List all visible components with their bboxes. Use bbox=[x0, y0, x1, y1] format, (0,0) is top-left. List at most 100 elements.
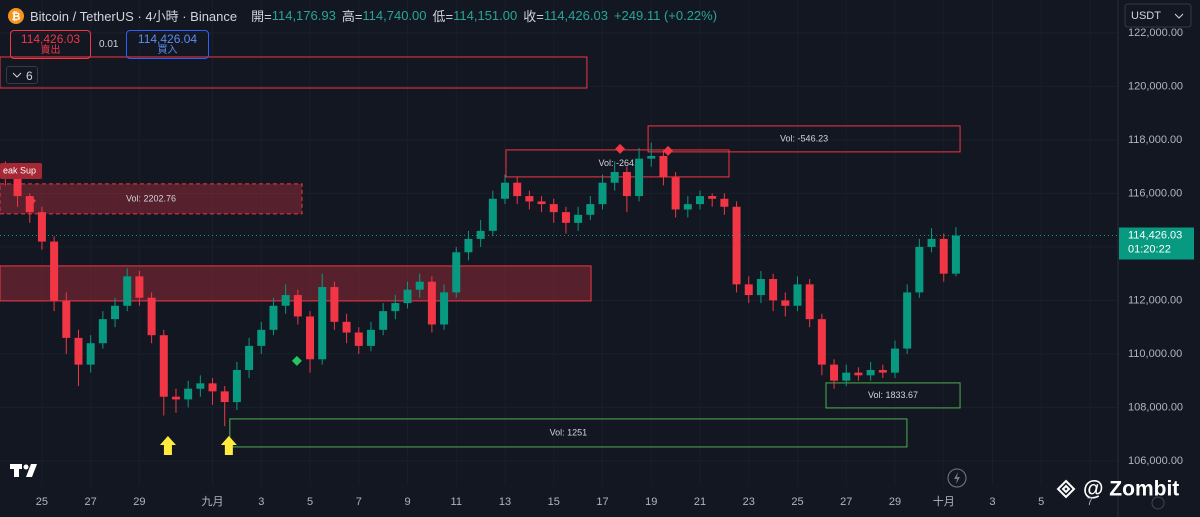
x-tick-label: 27 bbox=[85, 496, 97, 508]
indicators-count: 6 bbox=[26, 69, 33, 83]
candle-body bbox=[488, 198, 497, 231]
signal-diamond bbox=[615, 143, 626, 154]
candle-body bbox=[415, 281, 424, 290]
quantity[interactable]: 0.01 bbox=[99, 39, 119, 50]
candle-body bbox=[574, 214, 583, 223]
sell-price: 114,426.03 bbox=[20, 32, 81, 46]
candle-body bbox=[281, 295, 290, 306]
candle-body bbox=[695, 196, 704, 205]
candle-body bbox=[854, 372, 863, 376]
candle-body bbox=[830, 364, 839, 381]
settings-icon[interactable] bbox=[1151, 496, 1165, 510]
candle-body bbox=[269, 305, 278, 330]
signal-diamond bbox=[291, 355, 302, 366]
watermark-icon bbox=[1056, 479, 1076, 499]
candle-body bbox=[951, 235, 960, 274]
candle-body bbox=[123, 276, 132, 306]
change: +249.11 (+0.22%) bbox=[613, 8, 718, 23]
x-tick-label: 3 bbox=[989, 496, 995, 508]
candle-body bbox=[476, 230, 485, 239]
candle-body bbox=[74, 337, 83, 365]
symbol: Bitcoin / TetherUS · 4小時 · Binance bbox=[30, 9, 238, 24]
candle-body bbox=[744, 284, 753, 296]
x-tick-label: 11 bbox=[451, 496, 462, 508]
candle-body bbox=[781, 300, 790, 306]
x-tick-label: 13 bbox=[499, 496, 511, 508]
candle-body bbox=[464, 238, 473, 253]
ohlc-value: 114,176.93 bbox=[271, 8, 336, 23]
x-tick-label: 29 bbox=[889, 496, 901, 508]
candle-body bbox=[671, 177, 680, 210]
candle-body bbox=[769, 279, 778, 301]
x-tick-label: 25 bbox=[36, 496, 48, 508]
candle-body bbox=[220, 391, 229, 403]
lightning bbox=[954, 472, 960, 484]
zones: Vol: 2202.76 Vol: -264. Vol: -546.23 Vol: 1… bbox=[0, 56, 961, 448]
candle-body bbox=[866, 369, 875, 376]
x-tick-label: 十月 bbox=[933, 494, 955, 508]
candle-body bbox=[878, 369, 887, 373]
ohlc-label: 高= bbox=[341, 9, 363, 24]
candle-body bbox=[793, 284, 802, 306]
signal-diamond bbox=[663, 145, 674, 156]
candle-body bbox=[208, 383, 217, 392]
svg-text:₿: ₿ bbox=[12, 10, 21, 22]
indicators-toggle[interactable]: 6 bbox=[6, 66, 38, 84]
candle-body bbox=[37, 212, 46, 242]
candle-body bbox=[927, 238, 936, 247]
y-tick-label: 122,000.00 bbox=[1128, 27, 1183, 39]
candle-body bbox=[366, 329, 375, 346]
candle-body bbox=[915, 246, 924, 293]
candle-body bbox=[98, 319, 107, 344]
x-tick-label: 17 bbox=[596, 496, 608, 508]
ohlc-value: 114,151.00 bbox=[453, 8, 518, 23]
x-tick-label: 7 bbox=[1087, 496, 1093, 508]
sell-button[interactable]: 114,426.03 賣出 bbox=[10, 30, 91, 59]
signal-diamond bbox=[25, 195, 36, 206]
candle-body bbox=[354, 332, 363, 346]
candle-body bbox=[525, 196, 534, 202]
header: ₿ Bitcoin / TetherUS · 4小時 · Binance 開= 1… bbox=[8, 6, 723, 25]
buy-button[interactable]: 114,426.04 買入 bbox=[126, 30, 209, 59]
candle-body bbox=[232, 369, 241, 403]
x-tick-label: 5 bbox=[307, 496, 313, 508]
y-tick-label: 108,000.00 bbox=[1128, 401, 1183, 413]
x-tick-label: 27 bbox=[840, 496, 852, 508]
candle-body bbox=[561, 212, 570, 223]
currency-dropdown[interactable] bbox=[1124, 3, 1192, 28]
candle-body bbox=[452, 252, 461, 293]
x-tick-label: 25 bbox=[791, 496, 803, 508]
zone-label: Vol: 2202.76 bbox=[126, 193, 176, 203]
candle-body bbox=[586, 204, 595, 215]
candle-body bbox=[903, 292, 912, 349]
candle-body bbox=[549, 204, 558, 213]
candle-body bbox=[379, 311, 388, 330]
candle-body bbox=[196, 383, 205, 389]
buy-price: 114,426.04 bbox=[137, 32, 198, 46]
sell-label: 賣出 bbox=[40, 45, 61, 56]
candle-body bbox=[342, 321, 351, 333]
candle-body bbox=[318, 287, 327, 360]
last-price-tag bbox=[1119, 227, 1194, 260]
ohlc-label: 低= bbox=[432, 9, 454, 24]
currency: USDT bbox=[1131, 10, 1161, 22]
candle-body bbox=[86, 343, 95, 365]
x-tick-label: 5 bbox=[1038, 496, 1044, 508]
candle-body bbox=[147, 297, 156, 336]
grid bbox=[0, 0, 1118, 485]
last-price-label: 114,426.03 bbox=[1128, 229, 1182, 241]
y-tick-label: 118,000.00 bbox=[1128, 134, 1182, 146]
watermark: @ Zombit bbox=[1083, 478, 1179, 501]
candle-body bbox=[939, 238, 948, 274]
candle-body bbox=[805, 284, 814, 320]
lightning-icon[interactable] bbox=[947, 468, 967, 488]
candle-body bbox=[513, 182, 522, 197]
candle-body bbox=[50, 241, 59, 301]
tag-bg bbox=[0, 163, 42, 179]
zone-label: Vol: 1251 bbox=[550, 427, 588, 437]
markers bbox=[25, 143, 674, 455]
candle-body bbox=[184, 388, 193, 400]
candle-body bbox=[501, 182, 510, 199]
candle-body bbox=[293, 295, 302, 317]
